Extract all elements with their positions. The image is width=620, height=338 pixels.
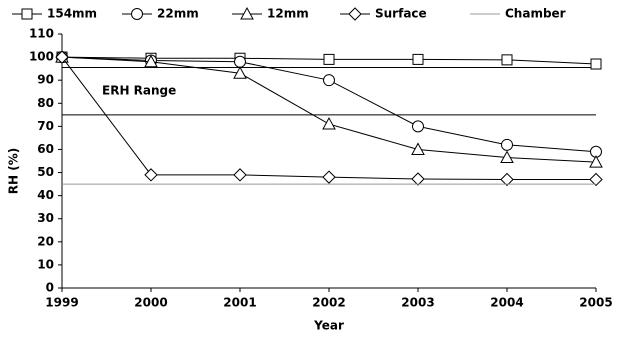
x-tick-label: 1999 [45,296,78,310]
y-tick-label: 110 [29,27,54,41]
x-tick-label: 2000 [134,296,167,310]
legend-label: 12mm [267,7,309,21]
erh-label: ERH Range [102,84,176,98]
marker [411,172,425,186]
y-tick-label: 90 [37,73,54,87]
marker [501,138,513,151]
x-axis-label: Year [313,319,344,333]
x-tick-label: 2005 [579,296,612,310]
legend-label: 154mm [47,7,97,21]
marker [589,155,603,168]
marker [500,172,514,187]
marker [501,54,513,66]
y-tick-label: 80 [37,96,54,110]
legend-label: 22mm [157,7,199,21]
marker [412,53,424,65]
legend-marker [240,6,254,20]
marker [234,55,246,68]
marker [233,66,247,79]
marker [323,53,335,65]
marker [323,74,335,87]
legend-label: Surface [375,7,427,21]
y-tick-label: 60 [37,142,54,156]
y-tick-label: 10 [37,257,54,271]
marker [589,172,603,187]
legend-marker [131,8,143,20]
marker [55,50,69,64]
y-tick-label: 70 [37,119,54,133]
marker [411,142,425,155]
x-tick-label: 2002 [312,296,345,310]
marker [144,168,158,182]
marker [500,150,514,164]
series-line [61,56,597,163]
y-tick-label: 50 [37,165,54,179]
y-tick-label: 20 [37,234,54,248]
x-tick-label: 2001 [223,296,256,310]
marker [144,54,158,68]
marker [590,58,602,70]
legend-marker [21,8,33,20]
series-line [61,56,597,153]
marker [322,117,336,130]
legend-label: Chamber [505,7,566,21]
y-tick-label: 30 [37,211,54,225]
y-tick-label: 40 [37,188,54,202]
y-tick-label: 100 [29,50,54,64]
x-tick-label: 2004 [490,296,523,310]
marker [322,170,336,184]
y-axis-label: RH (%) [7,148,21,194]
legend-marker [348,7,362,21]
marker [412,120,424,133]
x-tick-label: 2003 [401,296,434,310]
y-tick-label: 0 [46,281,54,295]
marker [233,168,247,182]
